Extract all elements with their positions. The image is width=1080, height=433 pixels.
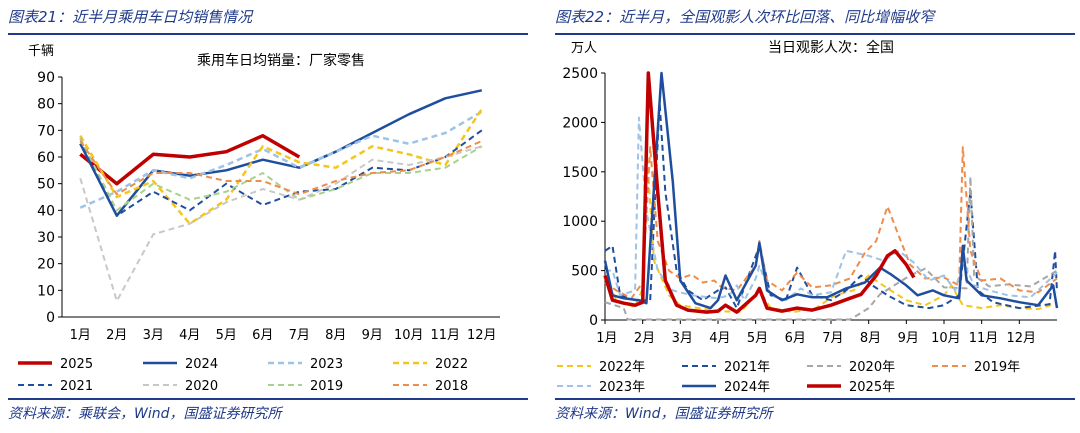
chart-title: 乘用车日均销量：厂家零售 (197, 52, 365, 69)
y-tick-label: 10 (37, 283, 55, 299)
x-tick-label: 3月 (143, 328, 164, 343)
series-line-2022年 (604, 146, 1058, 314)
series-line-2025年 (603, 71, 916, 314)
legend-label: 2024 (185, 357, 218, 372)
series-line-2023 (79, 110, 483, 209)
series-line-2018 (79, 140, 483, 196)
panel-header: 图表21：近半月乘用车日均销售情况 (8, 8, 253, 26)
y-tick-label: 0 (589, 313, 598, 329)
x-tick-label: 8月 (325, 328, 346, 343)
x-tick-label: 5月 (747, 331, 768, 346)
series-line-2024 (79, 89, 483, 217)
legend-label: 2024年 (724, 380, 770, 395)
x-tick-label: 7月 (289, 328, 310, 343)
car-sales-chart: 乘用车日均销量：厂家零售 千辆 0 10 20 30 40 50 60 70 80 90 1月 2月 3月 4… (18, 44, 500, 394)
y-tick-label: 1500 (562, 165, 598, 181)
y-tick-label: 1000 (562, 214, 598, 230)
x-tick-label: 4月 (709, 331, 730, 346)
x-tick-label: 3月 (672, 331, 693, 346)
source-note: 资料来源：Wind，国盛证券研究所 (555, 406, 773, 422)
x-tick-label: 12月 (467, 328, 497, 343)
y-tick-label: 80 (37, 97, 55, 113)
legend-label: 2020年 (849, 360, 895, 375)
legend-label: 2023 (310, 357, 343, 372)
x-tick-label: 11月 (969, 331, 999, 346)
y-axis-unit: 千辆 (28, 44, 54, 59)
x-tick-label: 10月 (394, 328, 424, 343)
x-tick-label: 2月 (634, 331, 655, 346)
x-tick-label: 2月 (106, 328, 127, 343)
footer-rule (555, 398, 1075, 400)
legend-label: 2021 (60, 379, 93, 394)
series-line-2020 (79, 145, 483, 302)
x-tick-label: 6月 (252, 328, 273, 343)
y-axis-unit: 万人 (571, 41, 597, 56)
legend-label: 2021年 (724, 360, 770, 375)
x-tick-label: 5月 (216, 328, 237, 343)
legend-label: 2020 (185, 379, 218, 394)
legend-label: 2019年 (974, 360, 1020, 375)
x-tick-label: 9月 (362, 328, 383, 343)
y-tick-label: 60 (37, 150, 55, 166)
y-tick-label: 90 (37, 70, 55, 86)
x-tick-label: 4月 (179, 328, 200, 343)
legend-label: 2025 (60, 357, 93, 372)
box-office-chart: 当日观影人次：全国 万人 0 500 1000 1500 2000 2500 1月 2月 3月 4月 5… (557, 39, 1059, 395)
legend-label: 2019 (310, 379, 343, 394)
x-tick-label: 8月 (860, 331, 881, 346)
series-line-2022 (79, 108, 483, 225)
y-tick-label: 500 (571, 264, 598, 280)
legend-label: 2018 (435, 379, 468, 394)
series-line-2019年 (604, 146, 1058, 300)
y-tick-label: 40 (37, 203, 55, 219)
x-tick-label: 10月 (931, 331, 961, 346)
chart-title: 当日观影人次：全国 (768, 39, 894, 56)
x-tick-label: 1月 (70, 328, 91, 343)
y-tick-label: 70 (37, 123, 55, 139)
y-tick-label: 50 (37, 177, 55, 193)
y-tick-label: 30 (37, 230, 55, 246)
legend-label: 2022 (435, 357, 468, 372)
x-tick-label: 7月 (822, 331, 843, 346)
y-tick-label: 2000 (562, 115, 598, 131)
x-tick-label: 9月 (898, 331, 919, 346)
x-tick-label: 11月 (430, 328, 460, 343)
legend-label: 2023年 (599, 380, 645, 395)
y-tick-label: 20 (37, 257, 55, 273)
y-tick-label: 2500 (562, 66, 598, 82)
chart-panel-box-office: 图表22：近半月，全国观影人次环比回落、同比增幅收窄 当日观影人次：全国 万人 0 5… (547, 0, 1080, 433)
series-line-2021 (79, 129, 483, 217)
x-tick-label: 12月 (1006, 331, 1036, 346)
header-rule (555, 33, 1075, 35)
x-tick-label: 6月 (785, 331, 806, 346)
series-line-2024年 (603, 71, 1059, 310)
legend-label: 2022年 (599, 360, 645, 375)
y-tick-label: 0 (46, 310, 55, 326)
series-line-2023年 (605, 116, 1058, 302)
x-tick-label: 1月 (596, 331, 617, 346)
chart-panel-car-sales: 图表21：近半月乘用车日均销售情况 乘用车日均销量：厂家零售 千辆 0 10 20 30 4… (0, 0, 533, 433)
panel-header: 图表22：近半月，全国观影人次环比回落、同比增幅收窄 (555, 8, 935, 26)
series-line-2021年 (604, 101, 1058, 310)
series-line-2025 (79, 133, 301, 186)
source-note: 资料来源：乘联会，Wind，国盛证券研究所 (8, 406, 282, 422)
footer-rule (8, 398, 528, 400)
legend-label: 2025年 (849, 380, 895, 395)
header-rule (8, 33, 528, 35)
